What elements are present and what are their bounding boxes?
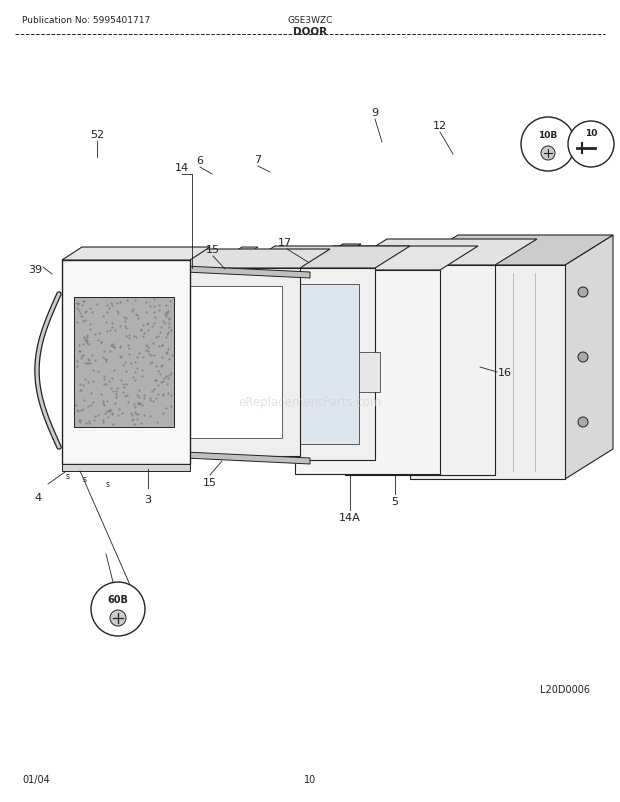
Text: 10: 10: [304, 774, 316, 784]
Circle shape: [521, 118, 575, 172]
Polygon shape: [185, 267, 310, 278]
Text: DOOR: DOOR: [293, 27, 327, 37]
Polygon shape: [305, 245, 361, 269]
Polygon shape: [345, 265, 495, 476]
Text: 17: 17: [278, 237, 292, 248]
Text: eReplacementParts.com: eReplacementParts.com: [238, 396, 382, 409]
Text: 12: 12: [433, 121, 447, 131]
Circle shape: [541, 147, 555, 160]
Polygon shape: [210, 268, 226, 457]
Polygon shape: [185, 452, 310, 464]
Text: 10: 10: [585, 129, 597, 138]
Polygon shape: [345, 240, 537, 265]
Polygon shape: [305, 269, 323, 472]
Text: 4: 4: [35, 492, 42, 502]
Polygon shape: [62, 261, 190, 464]
Circle shape: [568, 122, 614, 168]
Polygon shape: [188, 286, 282, 439]
Polygon shape: [295, 270, 440, 475]
Text: s: s: [106, 480, 110, 489]
Text: s: s: [66, 472, 70, 481]
Text: 15: 15: [203, 477, 217, 488]
Text: 5: 5: [391, 496, 399, 506]
Circle shape: [578, 418, 588, 427]
Text: 7: 7: [254, 155, 262, 164]
Text: Publication No: 5995401717: Publication No: 5995401717: [22, 16, 150, 25]
Polygon shape: [565, 236, 613, 480]
Text: 01/04: 01/04: [22, 774, 50, 784]
Text: L20D0006: L20D0006: [540, 684, 590, 695]
Circle shape: [91, 582, 145, 636]
Polygon shape: [170, 249, 330, 269]
Polygon shape: [256, 285, 359, 444]
Text: 60B: 60B: [107, 594, 128, 604]
Polygon shape: [410, 265, 565, 480]
Polygon shape: [340, 353, 380, 392]
Polygon shape: [240, 269, 375, 460]
Text: 9: 9: [371, 107, 379, 118]
Polygon shape: [62, 464, 190, 472]
Text: 39: 39: [28, 265, 42, 274]
Text: 6: 6: [197, 156, 203, 166]
Text: 10B: 10B: [538, 132, 557, 140]
Text: 52: 52: [90, 130, 104, 140]
Circle shape: [578, 288, 588, 298]
Polygon shape: [210, 248, 258, 268]
Polygon shape: [240, 247, 410, 269]
Bar: [74, 298, 174, 427]
Circle shape: [578, 353, 588, 363]
Text: 14: 14: [175, 163, 189, 172]
Polygon shape: [170, 269, 300, 456]
Text: s: s: [83, 475, 87, 484]
Polygon shape: [62, 248, 210, 261]
Text: 16: 16: [498, 367, 512, 378]
Text: 14A: 14A: [339, 512, 361, 522]
Circle shape: [110, 610, 126, 626]
Polygon shape: [295, 247, 478, 270]
Polygon shape: [410, 236, 613, 265]
Text: 3: 3: [144, 494, 151, 504]
Text: 15: 15: [206, 245, 220, 255]
Text: GSE3WZC: GSE3WZC: [287, 16, 333, 25]
